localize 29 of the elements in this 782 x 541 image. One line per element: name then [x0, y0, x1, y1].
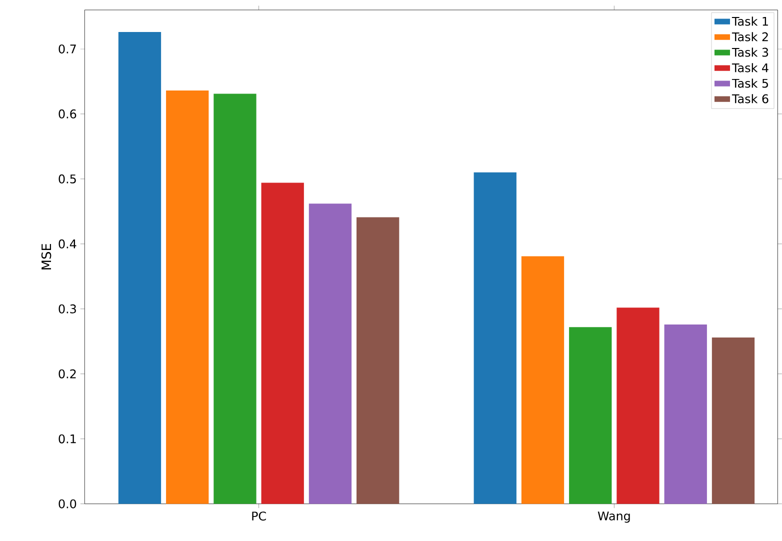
- bar: [118, 32, 162, 504]
- y-tick-label: 0.6: [58, 110, 76, 119]
- y-tick-label: 0.5: [58, 174, 76, 184]
- bar: [166, 90, 209, 504]
- bar: [569, 327, 612, 504]
- bar: [308, 204, 352, 504]
- x-tick-label: PC: [252, 512, 266, 521]
- y-tick-label: 0.1: [58, 434, 76, 444]
- y-tick-label: 0.7: [58, 44, 76, 54]
- y-axis-title: MSE: [41, 244, 52, 270]
- x-tick-label: Wang: [598, 512, 630, 523]
- y-tick-label: 0.4: [58, 240, 76, 249]
- legend-label: Task 2: [732, 32, 768, 42]
- legend-label: Task 4: [732, 63, 768, 72]
- bar: [712, 338, 755, 504]
- y-tick-label: 0.2: [58, 370, 76, 379]
- bar: [616, 308, 660, 504]
- y-tick-label: 0.3: [58, 304, 76, 314]
- y-tick-label: 0.0: [58, 499, 76, 508]
- legend-label: Task 5: [732, 78, 768, 88]
- bar: [261, 182, 304, 504]
- legend-label: Task 6: [732, 94, 768, 104]
- bar: [521, 256, 564, 504]
- legend-label: Task 3: [732, 48, 768, 57]
- legend-label: Task 1: [732, 16, 768, 26]
- bar: [664, 324, 707, 504]
- bar: [474, 172, 516, 504]
- bar: [214, 94, 256, 504]
- bar: [356, 217, 400, 504]
